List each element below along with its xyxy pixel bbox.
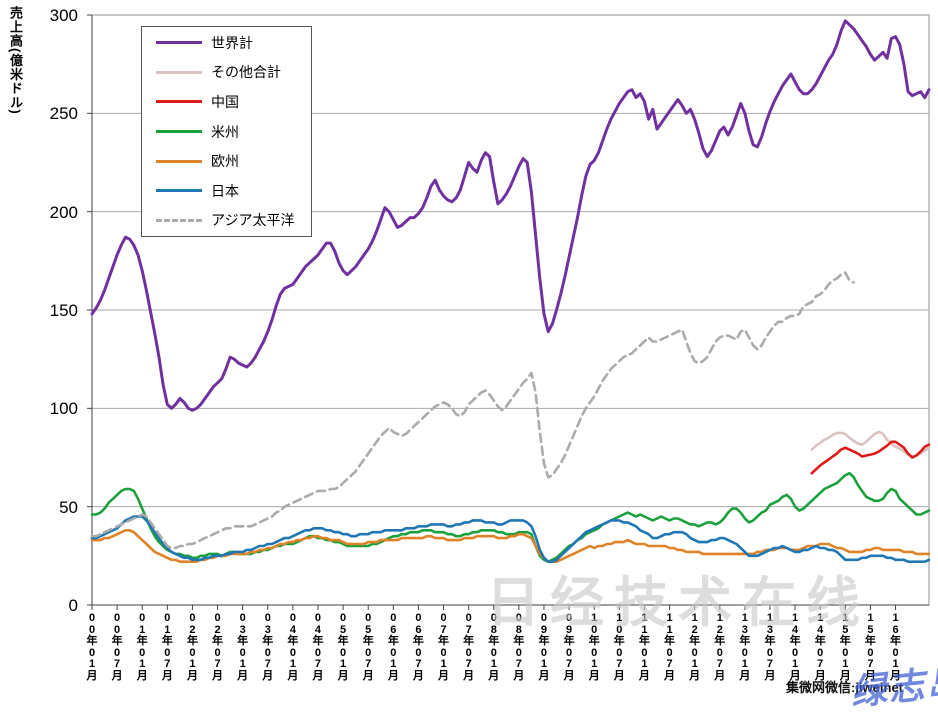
legend-item-欧州: 欧州	[142, 147, 311, 175]
legend-item-日本: 日本	[142, 177, 311, 205]
legend-item-中国: 中国	[142, 88, 311, 116]
legend-line-sample	[156, 100, 202, 104]
legend-line-sample	[156, 218, 202, 222]
legend-label: 欧州	[211, 153, 239, 170]
legend-line-sample	[156, 41, 202, 45]
series-line-日本	[90, 515, 931, 563]
legend-item-その他合計: その他合計	[142, 58, 311, 86]
y-tick-label-300: 300	[49, 6, 78, 25]
watermark-bottom-right-black: 集微网微信:jiweinet	[786, 680, 904, 695]
legend-line-sample	[156, 159, 202, 163]
legend: 世界計その他合計中国米州欧州日本アジア太平洋	[141, 26, 312, 237]
series-line-アジア太平洋	[90, 271, 855, 550]
y-tick-label-250: 250	[49, 104, 78, 124]
legend-label: 中国	[211, 93, 239, 110]
legend-label: アジア太平洋	[211, 212, 295, 229]
watermark-center: 日经技术在线	[486, 573, 870, 633]
y-axis-title: 売上高(億米ドル)	[8, 6, 23, 115]
legend-item-世界計: 世界計	[142, 29, 311, 57]
series-line-中国	[810, 440, 931, 475]
series-line-世界計	[90, 19, 931, 412]
legend-label: 日本	[211, 182, 239, 199]
legend-item-米州: 米州	[142, 118, 311, 146]
y-tick-label-0: 0	[68, 596, 78, 615]
y-tick-label-150: 150	[49, 301, 78, 320]
y-tick-label-200: 200	[49, 202, 78, 222]
y-tick-label-100: 100	[49, 399, 78, 419]
legend-label: 米州	[211, 123, 239, 140]
watermark-bottom-right-blue: 绿志岛	[848, 660, 938, 714]
series-line-その他合計	[810, 430, 931, 458]
legend-line-sample	[156, 130, 202, 133]
legend-label: その他合計	[211, 64, 281, 81]
legend-line-sample	[156, 189, 202, 193]
legend-line-sample	[156, 70, 202, 74]
legend-item-アジア太平洋: アジア太平洋	[142, 206, 311, 234]
legend-label: 世界計	[211, 34, 253, 51]
y-tick-label-50: 50	[59, 497, 78, 517]
